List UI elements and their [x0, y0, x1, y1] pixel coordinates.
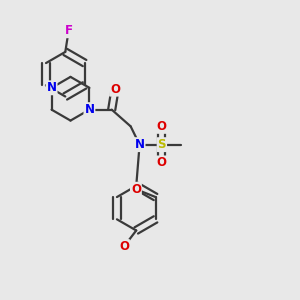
Text: O: O	[110, 82, 120, 96]
Text: N: N	[46, 81, 57, 94]
Text: N: N	[84, 103, 94, 116]
Text: O: O	[119, 240, 129, 253]
Text: O: O	[157, 156, 167, 170]
Text: O: O	[131, 183, 141, 196]
Text: S: S	[158, 138, 166, 151]
Text: F: F	[64, 24, 73, 37]
Text: O: O	[157, 120, 167, 133]
Text: N: N	[135, 138, 145, 151]
